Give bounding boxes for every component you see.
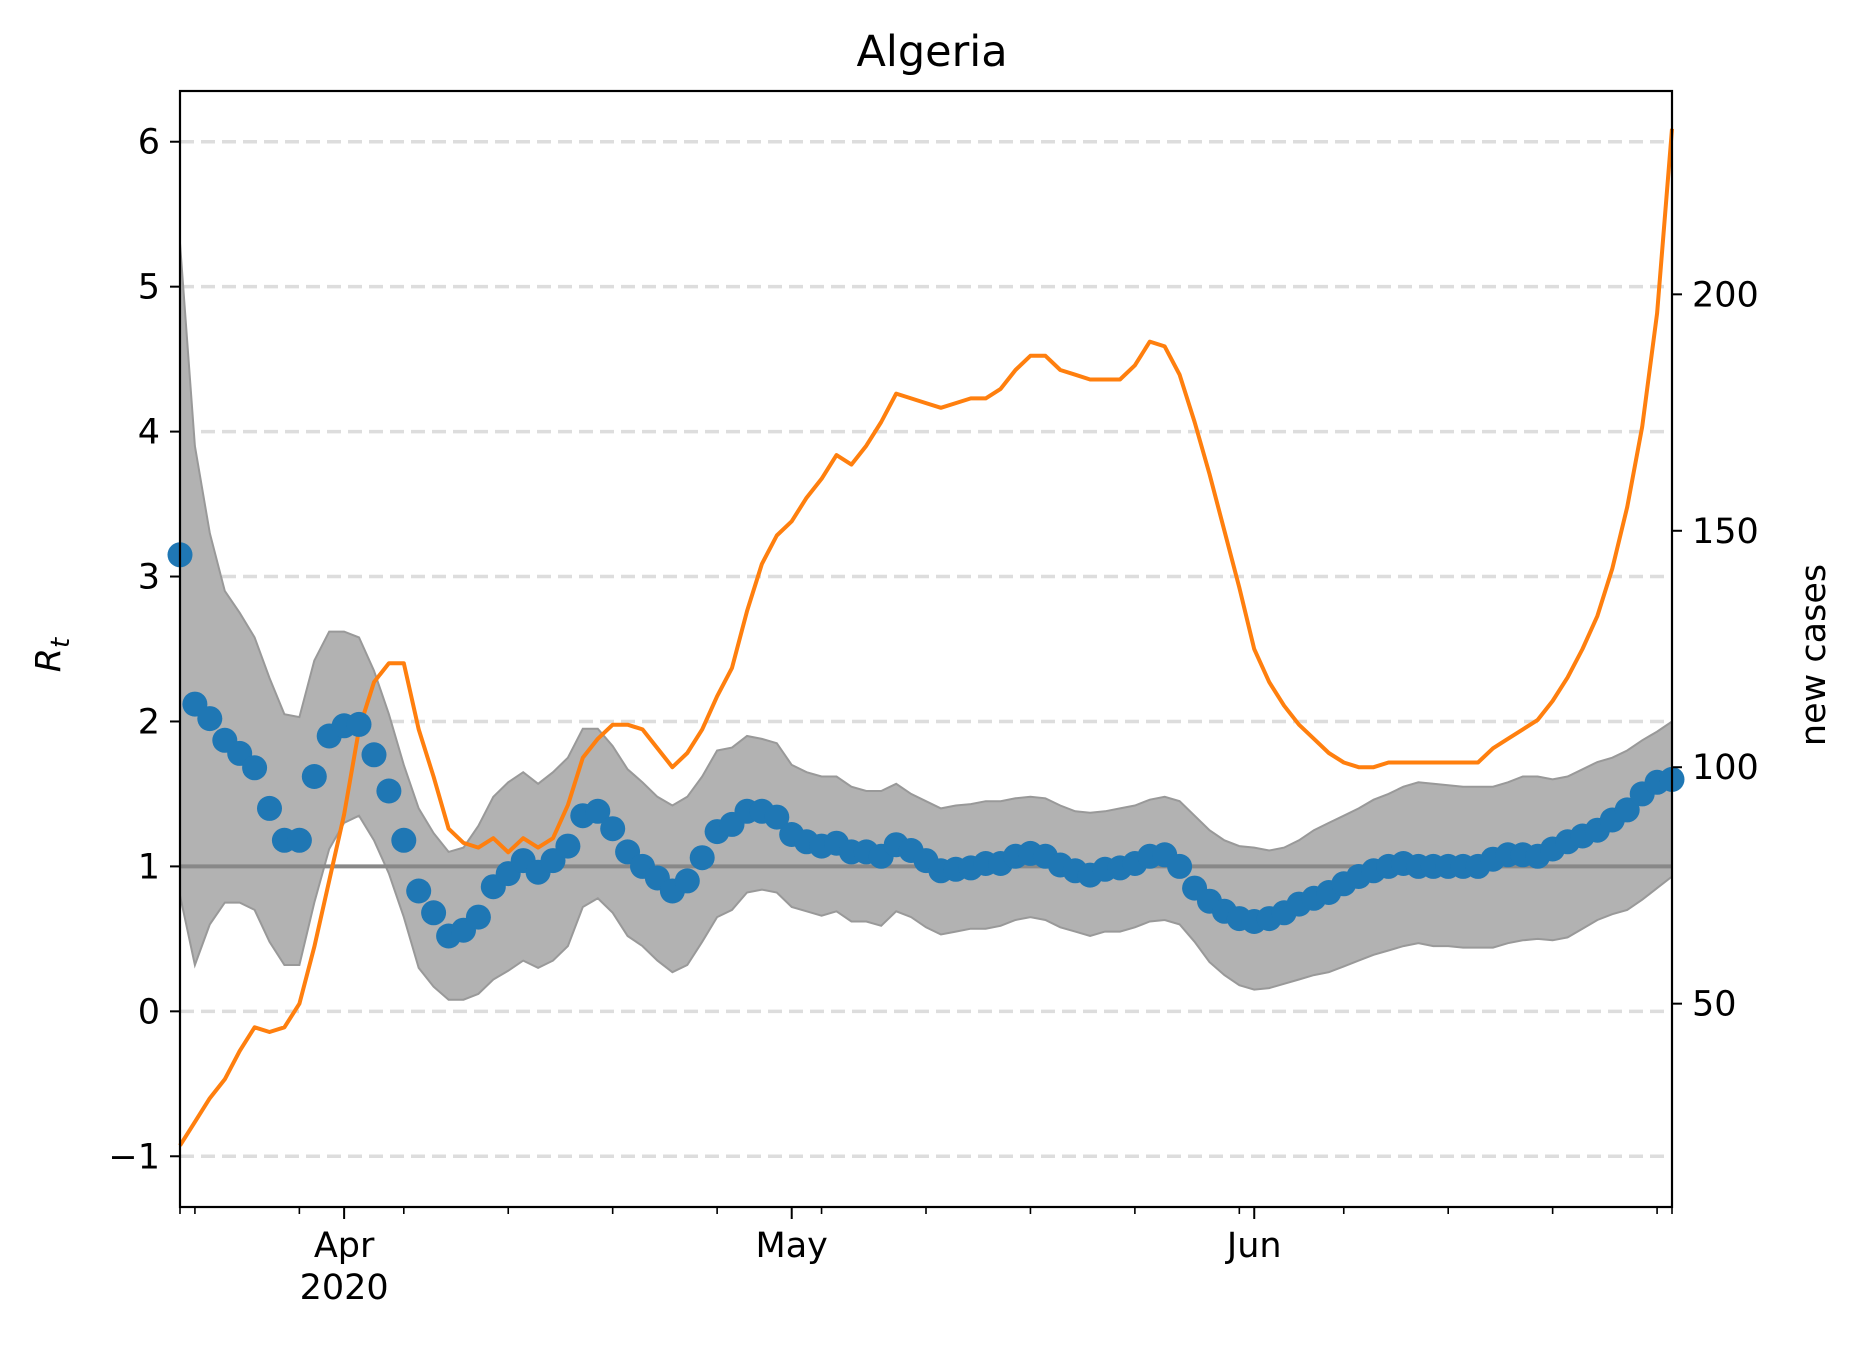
rt-point <box>406 878 432 904</box>
new-cases-line <box>178 128 1674 1147</box>
rt-point <box>421 900 447 926</box>
x-tick-label: Apr <box>314 1226 375 1266</box>
y2-tick-label: 50 <box>1692 985 1737 1025</box>
rt-point <box>197 706 223 732</box>
rt-point <box>465 904 491 930</box>
x-tick-label: May <box>756 1226 828 1266</box>
rt-point <box>674 868 700 894</box>
rt-point <box>301 764 327 789</box>
y2-tick-label: 150 <box>1692 512 1759 552</box>
y-tick-label: −1 <box>108 1137 160 1177</box>
left-axis-ticks: −1 0 1 2 3 4 5 6 <box>108 123 180 1177</box>
rt-point <box>689 845 715 871</box>
rt-point <box>286 827 312 853</box>
plot-frame <box>178 89 1674 1209</box>
rt-point <box>361 742 387 768</box>
rt-point <box>242 755 268 781</box>
rt-point <box>376 778 402 804</box>
right-axis-ticks: 50 100 150 200 <box>1672 275 1759 1025</box>
confidence-band <box>179 243 1673 1001</box>
chart-title: Algeria <box>856 27 1007 77</box>
rt-points <box>167 542 1685 949</box>
rt-point <box>600 816 626 842</box>
y-tick-label: 2 <box>138 702 160 742</box>
rt-point <box>764 804 790 830</box>
y-tick-label: 3 <box>138 558 160 598</box>
confidence-band-area <box>179 243 1673 1001</box>
x-tick-label: Jun <box>1225 1226 1282 1266</box>
rt-point <box>346 711 372 737</box>
new-cases-series <box>178 128 1674 1147</box>
rt-point <box>555 833 581 859</box>
y2-axis-label: new cases <box>1794 564 1834 746</box>
x-tick-sublabel: 2020 <box>300 1268 389 1308</box>
rt-point <box>391 827 417 853</box>
rt-point <box>1614 797 1640 823</box>
rt-point <box>585 798 611 824</box>
y-tick-label: 5 <box>138 268 160 308</box>
y-axis-label: Rt <box>29 637 76 672</box>
y2-tick-label: 200 <box>1692 275 1759 315</box>
rt-point <box>257 795 282 821</box>
axes-frame <box>178 89 1674 1209</box>
y-tick-label: 1 <box>138 847 160 887</box>
grid-lines <box>180 139 1672 1159</box>
rt-point <box>1167 853 1193 879</box>
y-tick-label: 6 <box>138 123 160 163</box>
y-tick-label: 0 <box>138 992 160 1032</box>
y-tick-label: 4 <box>138 413 160 453</box>
y2-tick-label: 100 <box>1692 748 1759 788</box>
